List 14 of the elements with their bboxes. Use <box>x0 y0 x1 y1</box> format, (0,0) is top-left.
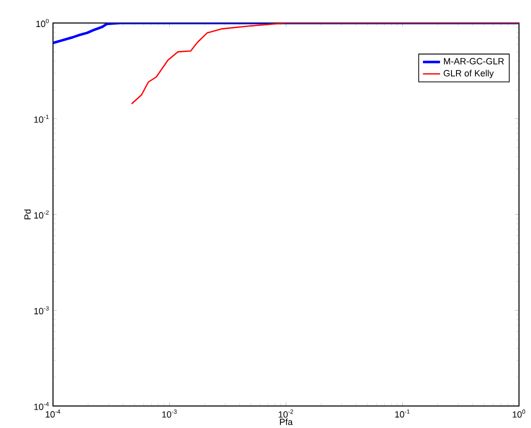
x-tick-label: 10$^{-1}$ <box>395 410 410 418</box>
x-tick-label: 10$^{-3}$ <box>162 410 177 418</box>
y-tick-label: 10$^{-3}$ <box>34 306 49 314</box>
y-axis-title: Pd <box>24 210 31 220</box>
y-tick-label: 10$^{-2}$ <box>34 210 49 219</box>
y-tick-label: 10$^{-1}$ <box>34 114 49 123</box>
x-axis-title: Pfa <box>280 418 293 426</box>
x-tick-label: 10$^{-2}$ <box>278 410 294 418</box>
y-tick-label: 10$^{0}$ <box>36 18 49 28</box>
legend-label: M-AR-GC-GLR <box>444 58 504 64</box>
x-tick-label: 10$^{0}$ <box>512 410 526 418</box>
legend-label: GLR of Kelly <box>444 70 494 78</box>
y-tick-label: 10$^{-4}$ <box>34 402 49 410</box>
x-tick-label: 10$^{-4}$ <box>46 410 60 418</box>
